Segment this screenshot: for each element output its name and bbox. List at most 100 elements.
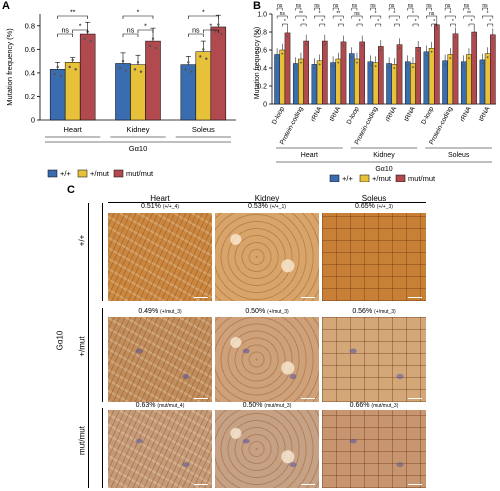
- bar: [410, 63, 416, 105]
- data-point: [187, 61, 190, 64]
- significance-bracket: [370, 7, 376, 11]
- data-point: [300, 61, 302, 64]
- bar: [452, 33, 459, 105]
- bar: [274, 54, 280, 105]
- bar: [423, 51, 430, 105]
- y-tick-label: 0: [263, 102, 267, 109]
- significance-bracket: [407, 7, 414, 11]
- caption-percentage: 0.65%: [355, 203, 377, 210]
- significance-label: ns: [426, 3, 432, 9]
- bar: [330, 62, 336, 105]
- data-point: [313, 67, 316, 69]
- caption-sample-id: (+/+_1): [269, 204, 286, 210]
- significance-label: ns: [277, 3, 283, 9]
- micrograph-image: [215, 410, 319, 488]
- bar: [447, 54, 454, 105]
- significance-bracket: [394, 23, 400, 27]
- legend-swatch: [359, 174, 370, 182]
- significance-bracket: [351, 7, 358, 11]
- data-point: [89, 39, 92, 43]
- significance-label: ns: [482, 3, 488, 9]
- data-point: [305, 43, 308, 46]
- micrograph-caption: 0.50% (mut/mut_3): [215, 402, 319, 409]
- legend-label: +/+: [60, 169, 71, 178]
- significance-label: ns: [429, 11, 435, 17]
- significance-label: *: [321, 19, 323, 25]
- significance-label: *: [415, 19, 417, 25]
- x-category-label: Kidney: [127, 125, 150, 134]
- x-group-label: Gα10: [129, 144, 148, 153]
- caption-percentage: 0.53%: [248, 203, 270, 210]
- significance-label: ns: [464, 3, 470, 9]
- bar: [460, 61, 467, 105]
- genotype-axis-label: Gα10: [55, 330, 65, 351]
- data-point: [318, 63, 321, 66]
- significance-label: *: [319, 11, 321, 17]
- y-tick-label: 0.8: [25, 21, 35, 30]
- data-point: [151, 37, 155, 40]
- bar: [471, 31, 477, 105]
- legend-label: mut/mut: [408, 174, 436, 182]
- legend-swatch: [329, 174, 340, 182]
- significance-bracket: [444, 15, 456, 19]
- significance-bracket: [332, 15, 344, 19]
- data-point: [154, 46, 158, 50]
- bar: [386, 63, 392, 105]
- data-point: [398, 47, 401, 50]
- bar: [279, 49, 286, 105]
- significance-bracket: [122, 15, 154, 19]
- y-tick-label: 0.4: [25, 68, 35, 77]
- significance-bracket: [407, 15, 419, 19]
- column-header-soleus: Soleus: [361, 194, 387, 203]
- caption-percentage: 0.50%: [245, 308, 268, 315]
- significance-bracket: [426, 7, 432, 11]
- significance-bracket: [463, 15, 475, 19]
- bar: [484, 53, 491, 105]
- x-category-label: tRNA: [403, 105, 417, 123]
- scale-bar: [301, 397, 315, 399]
- data-point: [444, 63, 446, 66]
- significance-bracket: [314, 7, 320, 11]
- caption-sample-id: (mut/mut_3): [371, 403, 399, 409]
- data-point: [56, 65, 59, 69]
- data-point: [369, 64, 372, 67]
- data-point: [74, 68, 77, 71]
- legend-swatch: [77, 169, 88, 178]
- x-category-label: tRNA: [329, 105, 343, 123]
- data-point: [190, 70, 193, 73]
- bar: [311, 64, 318, 105]
- bar: [367, 61, 374, 105]
- data-point: [468, 57, 470, 59]
- significance-label: *: [340, 19, 342, 25]
- data-point: [139, 70, 143, 73]
- data-point: [68, 65, 71, 69]
- significance-label: ns: [314, 3, 320, 9]
- significance-label: *: [377, 19, 379, 25]
- y-tick-label: 0.6: [257, 48, 267, 55]
- bar: [378, 46, 384, 105]
- bar: [415, 47, 421, 105]
- micrograph-image: [215, 213, 319, 301]
- bar: [292, 63, 299, 105]
- scale-bar: [194, 483, 208, 485]
- caption-sample-id: (+/+_4): [162, 204, 179, 210]
- micrograph-caption: 0.56% (+/mut_3): [322, 308, 426, 315]
- data-point: [184, 68, 187, 71]
- data-point: [199, 55, 202, 58]
- significance-label: ns: [408, 3, 414, 9]
- bar: [359, 41, 365, 105]
- micrograph-caption: 0.50% (+/mut_3): [215, 308, 319, 315]
- caption-sample-id: (mut/mut_3): [264, 403, 292, 409]
- significance-label: *: [137, 10, 140, 17]
- data-point: [332, 65, 334, 68]
- micrograph-caption: 0.53% (+/+_1): [215, 203, 319, 210]
- caption-sample-id: (+/+_3): [376, 204, 393, 210]
- x-category-label: Heart: [63, 125, 82, 134]
- micrograph-caption: 0.65% (+/+_3): [322, 203, 426, 210]
- bar: [391, 64, 398, 105]
- significance-label: ns: [296, 3, 302, 9]
- bar: [372, 62, 379, 105]
- significance-label: ns: [370, 3, 376, 9]
- data-point: [473, 34, 476, 37]
- header-rule: [108, 202, 426, 203]
